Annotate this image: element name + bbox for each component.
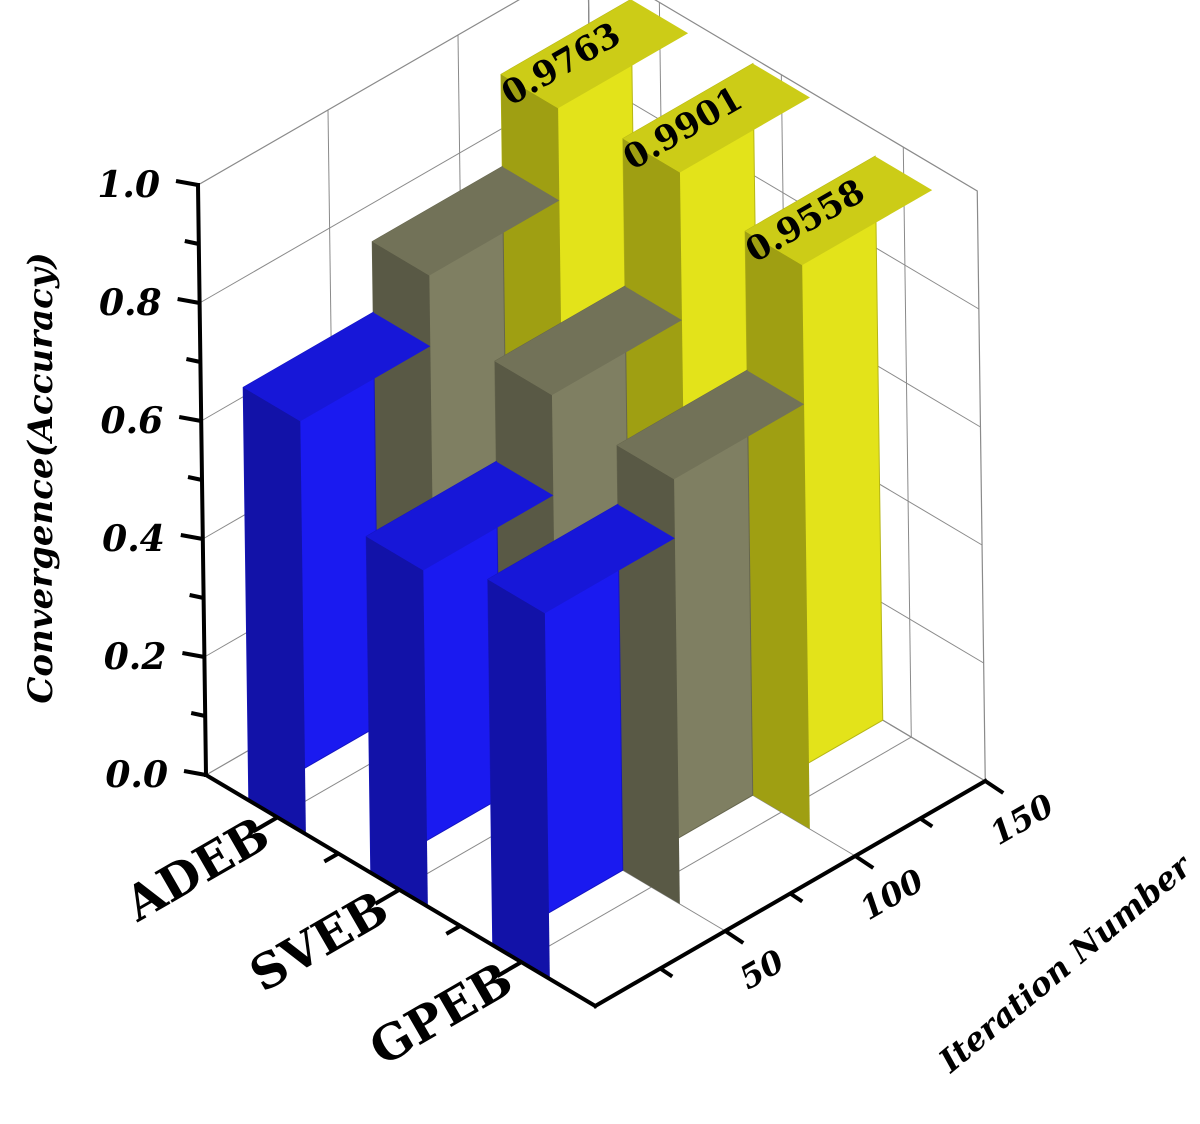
grid-line-category	[902, 147, 912, 738]
category-minor-tick	[323, 851, 340, 864]
iteration-minor-tick	[789, 891, 804, 904]
category-tick	[252, 815, 279, 834]
iteration-minor-tick	[919, 816, 934, 829]
z-minor-tick	[184, 239, 200, 246]
bar-top-100-adeb	[372, 166, 560, 276]
z-axis-title: Convergence(Accuracy)	[21, 252, 61, 703]
bar-edge-50-gpeb	[487, 579, 550, 980]
bar-top-50-gpeb	[487, 504, 675, 614]
z-minor-tick	[189, 593, 205, 600]
z-tick-label: 1.0	[97, 164, 160, 206]
bar-edge-150-gpeb	[745, 231, 810, 830]
iteration-tick-label: 150	[983, 786, 1060, 852]
floor-grid-line	[521, 736, 912, 963]
category-label-gpeb: GPEB	[361, 951, 523, 1077]
iteration-tick-label: 100	[853, 861, 930, 927]
wall-layer	[242, 0, 933, 980]
bar-top-100-gpeb	[616, 370, 805, 480]
z-tick	[183, 769, 207, 777]
z-tick	[182, 651, 205, 659]
z-minor-tick	[185, 357, 201, 364]
category-minor-tick	[445, 924, 462, 936]
category-label-sveb: SVEB	[241, 880, 398, 1003]
z-tick-label: 0.8	[99, 282, 162, 324]
bar-top-150-sveb	[622, 63, 810, 173]
bar-edge-50-adeb	[243, 387, 306, 835]
z-tick	[177, 297, 200, 305]
iteration-tick	[984, 779, 1005, 795]
iteration-tick	[724, 929, 745, 945]
category-axis-line	[203, 772, 598, 1009]
axis-layer	[175, 179, 1005, 1009]
iteration-tick	[854, 854, 875, 870]
bar-top-100-sveb	[494, 286, 682, 396]
category-tick	[496, 960, 523, 978]
bar-top-150-gpeb	[745, 156, 933, 266]
grid-line-z	[589, 77, 980, 310]
category-tick	[374, 888, 401, 906]
z-minor-tick	[190, 711, 206, 718]
x-axis-title: Iteration Number	[931, 846, 1200, 1080]
z-tick	[180, 533, 204, 541]
iteration-tick-label: 50	[733, 942, 791, 997]
bar-top-50-adeb	[243, 312, 431, 422]
z-tick	[178, 415, 202, 423]
z-tick-label: 0.0	[105, 754, 168, 796]
iteration-minor-tick	[659, 966, 674, 979]
bar-edge-50-sveb	[366, 536, 428, 907]
z-tick-label: 0.2	[104, 636, 167, 678]
bar-top-150-adeb	[501, 0, 689, 109]
z-tick	[175, 179, 199, 187]
z-tick-label: 0.4	[102, 518, 165, 560]
bar-top-50-sveb	[366, 461, 554, 571]
category-label-adeb: ADEB	[115, 806, 279, 933]
z-minor-tick	[187, 475, 203, 482]
z-tick-label: 0.6	[101, 400, 164, 442]
